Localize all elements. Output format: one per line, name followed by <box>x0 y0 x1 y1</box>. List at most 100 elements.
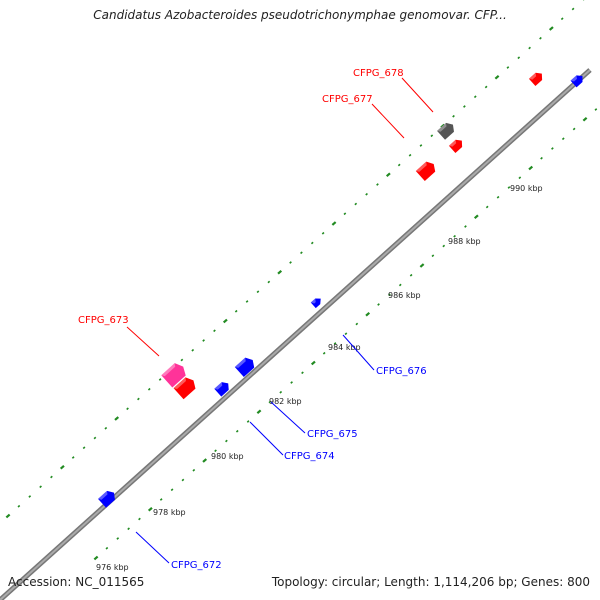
gene-feature-forward[interactable] <box>173 375 199 400</box>
gene-label-text: CFPG_672 <box>171 560 222 571</box>
tick-mark <box>137 397 140 401</box>
tick-mark <box>453 234 456 238</box>
tick-mark <box>5 513 11 519</box>
gene-label-cfpg-674[interactable]: CFPG_674 <box>249 421 335 462</box>
tick-mark <box>267 280 271 284</box>
tick-mark <box>105 546 109 550</box>
gene-feature-reverse[interactable] <box>234 355 257 378</box>
tick-mark <box>71 456 75 459</box>
tick-mark <box>551 147 554 150</box>
gene-label-cfpg-673[interactable]: CFPG_673 <box>78 315 160 357</box>
gene-feature-forward[interactable] <box>448 137 465 153</box>
leader-line <box>270 401 306 434</box>
gene-feature-forward[interactable] <box>528 70 545 86</box>
tick-mark <box>192 468 196 472</box>
tick-mark <box>289 261 292 264</box>
gene-feature-cfpg-678[interactable] <box>437 120 457 140</box>
gene-feature-cfpg-672[interactable] <box>98 488 118 508</box>
gene-feature-reverse[interactable] <box>214 379 231 397</box>
gene-feature-cfpg-677[interactable] <box>415 159 438 182</box>
tick-mark <box>539 36 542 40</box>
gene-arrow-shade <box>310 298 316 304</box>
map-title: Candidatus Azobacteroides pseudotrichony… <box>93 8 507 22</box>
tick-mark <box>331 221 337 226</box>
gene-arrow-shade <box>448 139 457 147</box>
gene-labels: CFPG_673 CFPG_677 CFPG_678 CFPG_672 CFPG_674… <box>78 68 434 571</box>
gene-arrow-shade <box>173 377 186 389</box>
tick-mark <box>398 283 402 287</box>
gene-arrow <box>161 363 186 388</box>
tick-mark <box>594 108 598 111</box>
gene-feature-reverse[interactable] <box>570 73 586 88</box>
gene-arrow <box>570 75 583 88</box>
topology-text: Topology: circular; Length: 1,114,206 bp… <box>271 575 590 589</box>
tick-mark <box>279 390 283 394</box>
gene-label-cfpg-677[interactable]: CFPG_677 <box>322 94 405 139</box>
tick-mark <box>234 309 238 313</box>
tick-mark <box>50 475 53 479</box>
tick-mark <box>571 7 575 11</box>
scale-label: 990 kbp <box>510 184 543 193</box>
tick-mark <box>245 300 249 303</box>
tick-mark <box>528 165 534 171</box>
tick-mark <box>202 458 208 463</box>
tick-mark <box>463 105 466 108</box>
tick-mark <box>431 254 435 258</box>
gene-arrow-shade <box>415 161 427 172</box>
scale-label: 986 kbp <box>388 291 421 300</box>
tick-mark <box>333 342 337 345</box>
tick-mark <box>409 273 413 277</box>
tick-mark <box>277 269 283 275</box>
tick-mark <box>213 329 216 333</box>
tick-mark <box>202 339 205 342</box>
gene-feature-cfpg-673[interactable] <box>161 361 188 388</box>
gene-arrow-shade <box>161 363 176 377</box>
tick-mark <box>354 202 358 206</box>
tick-mark <box>181 478 185 482</box>
gene-arrow-shade <box>234 357 246 368</box>
tick-mark <box>310 241 314 245</box>
gene-label-cfpg-672[interactable]: CFPG_672 <box>135 531 222 571</box>
gene-arrow <box>415 161 436 182</box>
gene-label-text: CFPG_675 <box>307 429 358 440</box>
gene-label-cfpg-676[interactable]: CFPG_676 <box>342 334 427 377</box>
tick-mark <box>408 153 412 157</box>
gene-arrow-shade <box>437 122 447 132</box>
tick-mark <box>225 439 228 443</box>
tick-mark <box>170 488 174 492</box>
tick-mark <box>452 114 455 118</box>
gene-label-text: CFPG_678 <box>353 68 404 79</box>
tick-mark <box>496 195 500 199</box>
tick-mark <box>442 244 446 248</box>
tick-mark <box>82 446 86 450</box>
gene-arrow-shade <box>98 490 108 500</box>
tick-mark <box>473 214 479 220</box>
tick-mark <box>235 429 239 433</box>
tick-mark <box>485 205 489 209</box>
gene-arrow <box>214 382 229 397</box>
gene-label-cfpg-675[interactable]: CFPG_675 <box>270 401 358 440</box>
gene-label-cfpg-678[interactable]: CFPG_678 <box>353 68 434 113</box>
tick-mark <box>191 348 195 352</box>
tick-mark <box>17 504 21 508</box>
gene-arrow <box>234 357 255 378</box>
tick-mark <box>355 322 359 326</box>
tick-row-lower <box>93 108 598 561</box>
scale-label: 984 kbp <box>328 343 361 352</box>
tick-mark <box>385 172 391 178</box>
gene-feature-cfpg-676[interactable] <box>310 296 323 309</box>
tick-mark <box>28 495 32 498</box>
tick-mark <box>376 183 379 186</box>
gene-features <box>98 70 586 508</box>
gene-arrow <box>310 298 321 309</box>
tick-rows <box>5 0 598 561</box>
tick-mark <box>126 407 129 411</box>
gene-label-text: CFPG_676 <box>376 366 427 377</box>
tick-mark <box>582 116 588 122</box>
tick-mark <box>343 212 347 216</box>
tick-mark <box>158 378 162 381</box>
tick-mark <box>138 517 141 521</box>
tick-mark <box>114 416 120 421</box>
gene-label-text: CFPG_674 <box>284 451 335 462</box>
scale-label: 978 kbp <box>153 508 186 517</box>
